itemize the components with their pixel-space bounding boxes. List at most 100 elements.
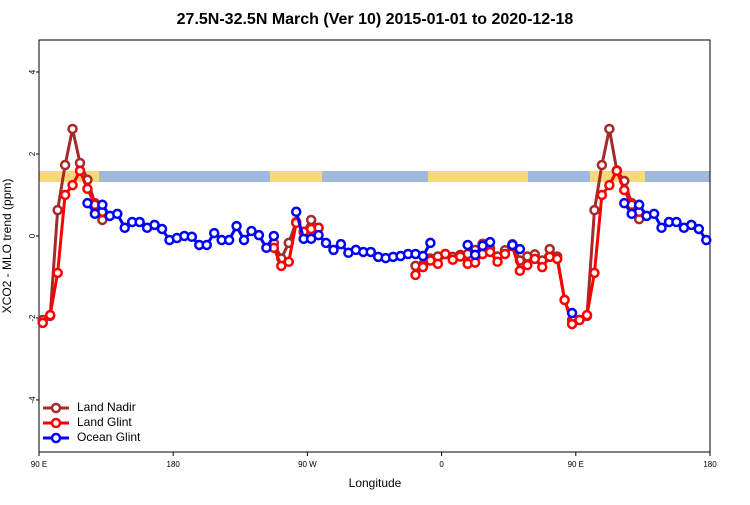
- data-point: [238, 234, 250, 246]
- data-point: [37, 317, 48, 329]
- data-point: [425, 237, 436, 249]
- data-point: [581, 309, 593, 321]
- data-point: [559, 294, 570, 306]
- data-point: [119, 222, 130, 234]
- data-point: [462, 239, 473, 251]
- data-point: [686, 219, 697, 231]
- x-tick-label: 180: [167, 460, 181, 469]
- data-point: [499, 248, 511, 260]
- plot-frame: [38, 39, 711, 453]
- data-point: [484, 236, 496, 248]
- data-point: [253, 229, 265, 241]
- y-axis-label: XCO2 - MLO trend (ppm): [0, 179, 14, 314]
- data-point: [261, 242, 272, 254]
- legend-marker: [50, 417, 62, 429]
- land-strip: [428, 171, 528, 182]
- land-strip: [39, 171, 99, 182]
- y-tick-label: 0: [28, 233, 37, 238]
- x-tick-label: 90 E: [31, 460, 47, 469]
- legend-label: Land Nadir: [77, 400, 136, 414]
- data-point: [52, 204, 63, 216]
- data-point: [440, 248, 451, 260]
- data-point: [290, 206, 302, 218]
- data-point: [276, 260, 287, 272]
- chart-title: 27.5N-32.5N March (Ver 10) 2015-01-01 to…: [177, 11, 574, 28]
- data-point: [537, 261, 548, 273]
- y-tick-label: -2: [28, 314, 37, 322]
- data-point: [492, 256, 503, 268]
- data-point: [529, 253, 541, 265]
- data-point: [74, 165, 86, 177]
- data-point: [566, 307, 578, 319]
- data-point: [507, 239, 518, 251]
- data-point: [208, 227, 220, 239]
- legend-label: Ocean Glint: [77, 430, 141, 444]
- data-point: [574, 314, 585, 326]
- data-point: [484, 246, 496, 258]
- data-point: [671, 216, 682, 228]
- legend-marker: [50, 402, 62, 414]
- data-point: [469, 249, 481, 261]
- data-point: [112, 208, 123, 220]
- y-tick-label: 2: [28, 151, 37, 156]
- data-point: [268, 230, 280, 242]
- data-point: [596, 189, 608, 201]
- data-point: [604, 179, 615, 191]
- data-point: [365, 246, 377, 258]
- data-point: [52, 267, 63, 279]
- legend-marker: [50, 432, 62, 444]
- data-point: [149, 219, 160, 231]
- x-tick-label: 180: [703, 460, 717, 469]
- data-point: [82, 183, 93, 195]
- data-point: [566, 318, 578, 330]
- data-point: [156, 223, 168, 235]
- x-tick-label: 0: [439, 460, 444, 469]
- data-point: [604, 123, 615, 135]
- series: [82, 197, 712, 319]
- data-point: [551, 253, 563, 265]
- data-point: [432, 258, 444, 270]
- data-point: [656, 222, 667, 234]
- data-point: [626, 208, 637, 220]
- ocean-strip: [39, 171, 710, 182]
- y-tick-label: 4: [28, 69, 37, 74]
- data-point: [522, 259, 533, 271]
- data-point: [67, 123, 78, 135]
- x-tick-label: 90 E: [568, 460, 584, 469]
- data-point: [231, 220, 242, 232]
- data-point: [454, 251, 466, 262]
- data-point: [514, 243, 526, 255]
- data-point: [201, 239, 212, 251]
- data-point: [417, 261, 429, 273]
- data-point: [89, 208, 101, 220]
- data-point: [619, 197, 630, 209]
- data-point: [223, 234, 235, 246]
- data-point: [246, 225, 257, 237]
- data-point: [134, 216, 145, 228]
- data-point: [59, 159, 71, 171]
- data-point: [320, 237, 332, 249]
- x-axis-label: Longitude: [349, 476, 402, 490]
- data-point: [97, 199, 108, 211]
- data-point: [305, 214, 317, 226]
- data-point: [611, 165, 623, 177]
- data-point: [328, 244, 339, 256]
- data-point: [410, 269, 421, 281]
- data-point: [67, 179, 78, 191]
- data-point: [335, 238, 347, 250]
- x-tick-label: 90 W: [298, 460, 317, 469]
- data-point: [82, 197, 93, 209]
- data-point: [417, 250, 429, 262]
- data-point: [59, 189, 71, 201]
- data-point: [589, 204, 600, 216]
- data-point: [186, 231, 198, 243]
- land-strip: [270, 171, 322, 182]
- data-point: [596, 159, 608, 171]
- data-point: [619, 184, 630, 196]
- data-point: [701, 234, 712, 246]
- legend-label: Land Glint: [77, 415, 132, 429]
- y-tick-label: -4: [28, 396, 37, 404]
- data-point: [589, 267, 600, 279]
